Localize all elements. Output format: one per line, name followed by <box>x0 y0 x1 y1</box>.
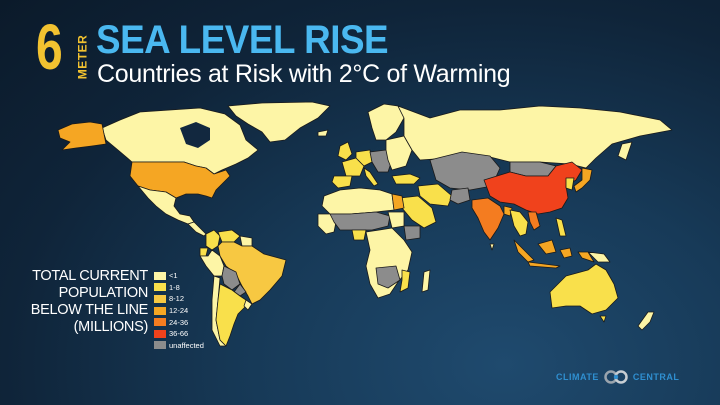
map-region-kamchatka <box>617 141 633 161</box>
map-region-sudan <box>387 211 405 229</box>
legend-item: 12-24 <box>154 305 204 317</box>
map-region-philippines <box>555 217 567 237</box>
map-region-china <box>483 161 583 215</box>
map-region-italy <box>363 167 379 187</box>
map-region-scandinavia <box>367 103 405 141</box>
map-region-saudi-arabia <box>399 195 437 229</box>
map-region-new-zealand <box>637 311 655 331</box>
legend-label: 36-66 <box>169 329 189 339</box>
meter-number: 6 <box>36 11 63 83</box>
page-subtitle: Countries at Risk with 2°C of Warming <box>97 60 511 88</box>
map-region-afghanistan <box>449 187 471 205</box>
map-region-iran <box>417 183 453 207</box>
map-region-myanmar-thailand <box>509 209 529 237</box>
logo-rings-icon <box>603 370 629 384</box>
logo-text-right: CENTRAL <box>632 372 680 382</box>
map-region-bangladesh <box>503 205 513 217</box>
map-region-tasmania <box>599 315 607 323</box>
map-region-hudson-bay <box>180 122 210 148</box>
map-region-argentina <box>215 283 247 347</box>
map-region-korea <box>565 177 575 191</box>
legend-title-line: (MILLIONS) <box>73 319 149 335</box>
map-region-new-guinea-west <box>577 251 595 263</box>
map-region-mexico <box>137 185 195 225</box>
legend-swatch <box>154 283 166 292</box>
map-region-greenland <box>227 101 331 143</box>
legend-item: unaffected <box>154 340 204 352</box>
legend-label: <1 <box>169 271 178 281</box>
legend-title-line: BELOW THE LINE <box>30 302 149 318</box>
legend-label: 24-36 <box>169 317 189 327</box>
map-region-nigeria <box>351 229 367 241</box>
map-region-sri-lanka <box>489 243 495 251</box>
legend-swatch <box>154 271 166 280</box>
map-region-north-africa <box>321 187 395 215</box>
map-region-indonesia <box>513 239 573 269</box>
legend-swatch <box>154 329 166 338</box>
legend-swatch <box>154 341 166 350</box>
legend-item: <1 <box>154 270 204 282</box>
legend-item: 8-12 <box>154 293 204 305</box>
legend-label: 12-24 <box>169 306 189 316</box>
map-region-uruguay <box>243 299 253 311</box>
map-region-papua-new-guinea <box>587 251 611 263</box>
map-region-japan <box>573 167 593 193</box>
map-region-france <box>341 157 365 177</box>
map-region-alaska <box>57 121 107 151</box>
legend-swatch <box>154 318 166 327</box>
map-region-sahel <box>329 211 391 231</box>
logo-text-left: CLIMATE <box>556 372 599 382</box>
map-region-vietnam <box>527 211 541 231</box>
legend-title: TOTAL CURRENT POPULATION BELOW THE LINE … <box>30 268 149 336</box>
page-title: SEA LEVEL RISE <box>96 18 389 62</box>
map-region-australia <box>549 263 619 315</box>
legend-label: 1-8 <box>169 282 180 292</box>
legend-swatch <box>154 294 166 303</box>
map-region-zambia-zimbabwe <box>375 265 401 289</box>
climate-central-logo: CLIMATE CENTRAL <box>556 370 679 384</box>
map-region-ecuador <box>199 247 209 257</box>
map-region-ethiopia <box>403 225 421 241</box>
legend-item: 1-8 <box>154 282 204 294</box>
map-region-guianas <box>239 235 253 247</box>
legend-title-line: TOTAL CURRENT <box>32 268 148 284</box>
legend-swatch <box>154 306 166 315</box>
legend-item: 24-36 <box>154 316 204 328</box>
legend-title-line: POPULATION <box>58 285 149 301</box>
map-region-india <box>471 197 505 241</box>
map-region-central-america <box>187 221 207 237</box>
map-region-madagascar <box>421 269 431 293</box>
legend-label: 8-12 <box>169 294 185 304</box>
map-region-venezuela <box>217 229 241 243</box>
map-region-egypt <box>391 193 405 211</box>
map-region-netherlands-germany <box>355 149 373 167</box>
legend-label: unaffected <box>169 340 204 350</box>
map-region-iceland <box>317 129 329 137</box>
map-region-spain <box>331 175 353 189</box>
map-region-united-kingdom <box>337 141 353 161</box>
legend-items: <1 1-8 8-12 12-24 24-36 36-66 unaffected <box>154 270 204 351</box>
map-region-mozambique <box>399 269 411 293</box>
legend-item: 36-66 <box>154 328 204 340</box>
map-region-turkey <box>391 173 421 185</box>
